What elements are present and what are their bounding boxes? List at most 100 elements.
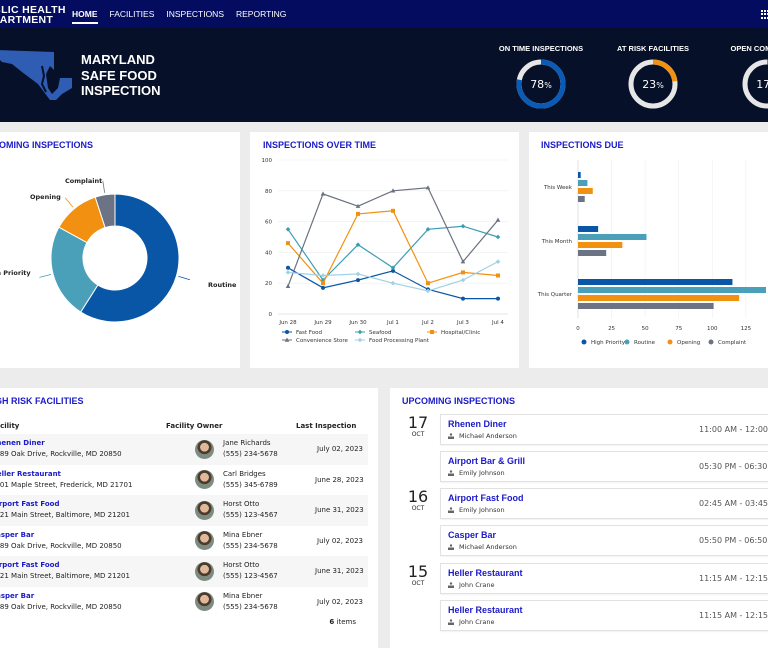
owner-name: Mina Ebner (223, 530, 263, 539)
x-tick-label: 0 (576, 326, 580, 332)
col-last-inspection[interactable]: Last Inspection (296, 422, 357, 430)
date-17: 17 OCT (398, 413, 438, 439)
last-inspection-date: July 02, 2023 (317, 445, 363, 454)
data-point (460, 259, 466, 264)
data-point (285, 270, 291, 275)
x-tick-label: 100 (707, 326, 718, 332)
bar-complaint (578, 250, 607, 256)
x-tick-label: Jul 3 (456, 320, 469, 326)
day-number: 15 (407, 562, 429, 581)
legend-label: Routine (634, 340, 656, 346)
facility-name-link[interactable]: Heller Restaurant (448, 568, 523, 578)
data-point (430, 330, 434, 334)
col-facility[interactable]: Facility (0, 421, 20, 430)
bar-routine (578, 234, 647, 240)
avatar (195, 439, 214, 459)
data-point (426, 281, 430, 286)
top-navbar: PUBLIC HEALTHDEPARTMENT HOME FACILITIES … (0, 0, 768, 28)
month: OCT (411, 580, 425, 587)
data-point (461, 270, 465, 275)
facility-name-link[interactable]: Airport Fast Food (0, 561, 60, 570)
facility-name-link[interactable]: Airport Fast Food (448, 493, 524, 503)
time-range: 05:50 PM - 06:50 PM (699, 536, 768, 545)
data-point (496, 273, 500, 278)
inspection-card[interactable]: Airport Fast Food Emily Johnson 02:45 AM -… (440, 488, 768, 519)
inspection-card[interactable]: Heller Restaurant John Crane 11:15 AM - 12… (440, 563, 768, 594)
data-point (357, 337, 363, 343)
data-point (286, 241, 290, 246)
facility-name-link[interactable]: Casper Bar (0, 530, 35, 539)
facility-name-link[interactable]: Rhenen Diner (0, 439, 45, 448)
inspector: John Crane (448, 618, 495, 626)
time-range: 11:15 AM - 12:15 AM (699, 611, 768, 620)
user-icon (448, 619, 454, 625)
table-row[interactable]: Heller Restaurant 1101 Maple Street, Fred… (0, 465, 368, 496)
owner-cell: Jane Richards (555) 234-5678 (195, 438, 315, 460)
facility-cell: Casper Bar 6789 Oak Drive, Rockville, MD … (0, 530, 196, 552)
owner-cell: Carl Bridges (555) 345-6789 (195, 469, 315, 491)
donut-slice-routine (80, 193, 180, 323)
inspection-card[interactable]: Casper Bar Michael Anderson 05:50 PM - 06:… (440, 525, 768, 556)
legend-marker (581, 339, 587, 345)
data-point (390, 265, 396, 271)
owner-phone: (555) 123-4567 (223, 572, 278, 581)
table-row[interactable]: Airport Fast Food 4321 Main Street, Balti… (0, 556, 368, 587)
apps-grid-icon[interactable] (761, 10, 768, 19)
col-owner[interactable]: Facility Owner (166, 421, 223, 430)
user-icon (448, 582, 454, 588)
data-point (495, 234, 501, 240)
gauge-value: 23% (642, 78, 664, 91)
legend-marker (624, 339, 630, 345)
hero-banner: MARYLAND SAFE FOOD INSPECTION ON TIME IN… (0, 28, 768, 122)
data-point (390, 188, 396, 193)
brand-logo[interactable]: PUBLIC HEALTHDEPARTMENT (0, 5, 66, 26)
legend-label: Seafood (369, 330, 391, 336)
nav-reporting[interactable]: REPORTING (236, 9, 287, 19)
table-row[interactable]: Rhenen Diner 6789 Oak Drive, Rockville, M… (0, 434, 368, 465)
panel-title: UPCOMING INSPECTIONS (402, 396, 516, 406)
last-inspection-date: June 31, 2023 (315, 506, 364, 515)
gauge-label: AT RISK FACILITIES (617, 44, 689, 53)
time-range: 11:15 AM - 12:15 AM (699, 574, 768, 583)
legend-label: Fast Food (296, 330, 322, 336)
user-icon (448, 544, 454, 550)
facility-name-link[interactable]: Rhenen Diner (448, 419, 507, 429)
data-point (284, 337, 290, 342)
category-label: This Month (541, 239, 573, 245)
legend-label: Food Processing Plant (369, 338, 430, 344)
facility-name-link[interactable]: Casper Bar (448, 530, 497, 540)
nav-inspections[interactable]: INSPECTIONS (166, 9, 224, 19)
facility-name-link[interactable]: Heller Restaurant (448, 605, 523, 615)
y-tick-label: 60 (265, 220, 272, 226)
table-row[interactable]: Airport Fast Food 4321 Main Street, Balti… (0, 495, 368, 526)
inspection-card[interactable]: Rhenen Diner Michael Anderson 11:00 AM - 1… (440, 414, 768, 445)
inspection-card[interactable]: Heller Restaurant John Crane 11:15 AM - 12… (440, 600, 768, 631)
high-risk-panel: HIGH RISK FACILITIES Facility Facility O… (0, 388, 378, 648)
y-tick-label: 0 (269, 312, 273, 318)
gauge-value: 78% (530, 78, 552, 91)
data-point (355, 203, 361, 208)
bar-chart: 0 25 50 75 100 125 This Week This Month This Qua… (537, 160, 766, 346)
facility-name-link[interactable]: Casper Bar (0, 591, 35, 600)
nav-home[interactable]: HOME (72, 9, 98, 24)
count-label: items (336, 618, 356, 626)
table-row[interactable]: Casper Bar 6789 Oak Drive, Rockville, MD … (0, 587, 368, 618)
bar-opening (578, 295, 740, 301)
facility-name-link[interactable]: Airport Bar & Grill (448, 456, 526, 466)
data-point (321, 285, 325, 290)
inspection-card[interactable]: Airport Bar & Grill Emily Johnson 05:30 PM… (440, 451, 768, 482)
table-row[interactable]: Casper Bar 6789 Oak Drive, Rockville, MD … (0, 526, 368, 557)
upcoming-pie-panel: UPCOMING INSPECTIONS Routine High Priorit… (0, 132, 240, 368)
facility-name-link[interactable]: Heller Restaurant (0, 469, 61, 478)
panel-title: INSPECTIONS DUE (541, 140, 624, 150)
facility-name-link[interactable]: Airport Fast Food (0, 500, 60, 509)
inspector-name: John Crane (459, 581, 495, 589)
data-point (285, 330, 289, 334)
inspections-over-time-panel: INSPECTIONS OVER TIME 0 20 40 60 80 100 Jun 28… (250, 132, 519, 368)
nav-facilities[interactable]: FACILITIES (109, 9, 155, 19)
day-number: 17 (407, 413, 429, 432)
inspector: Emily Johnson (448, 469, 505, 477)
bar-complaint (578, 196, 585, 202)
owner-cell: Horst Otto (555) 123-4567 (195, 499, 315, 521)
gauge-fill (516, 59, 566, 109)
